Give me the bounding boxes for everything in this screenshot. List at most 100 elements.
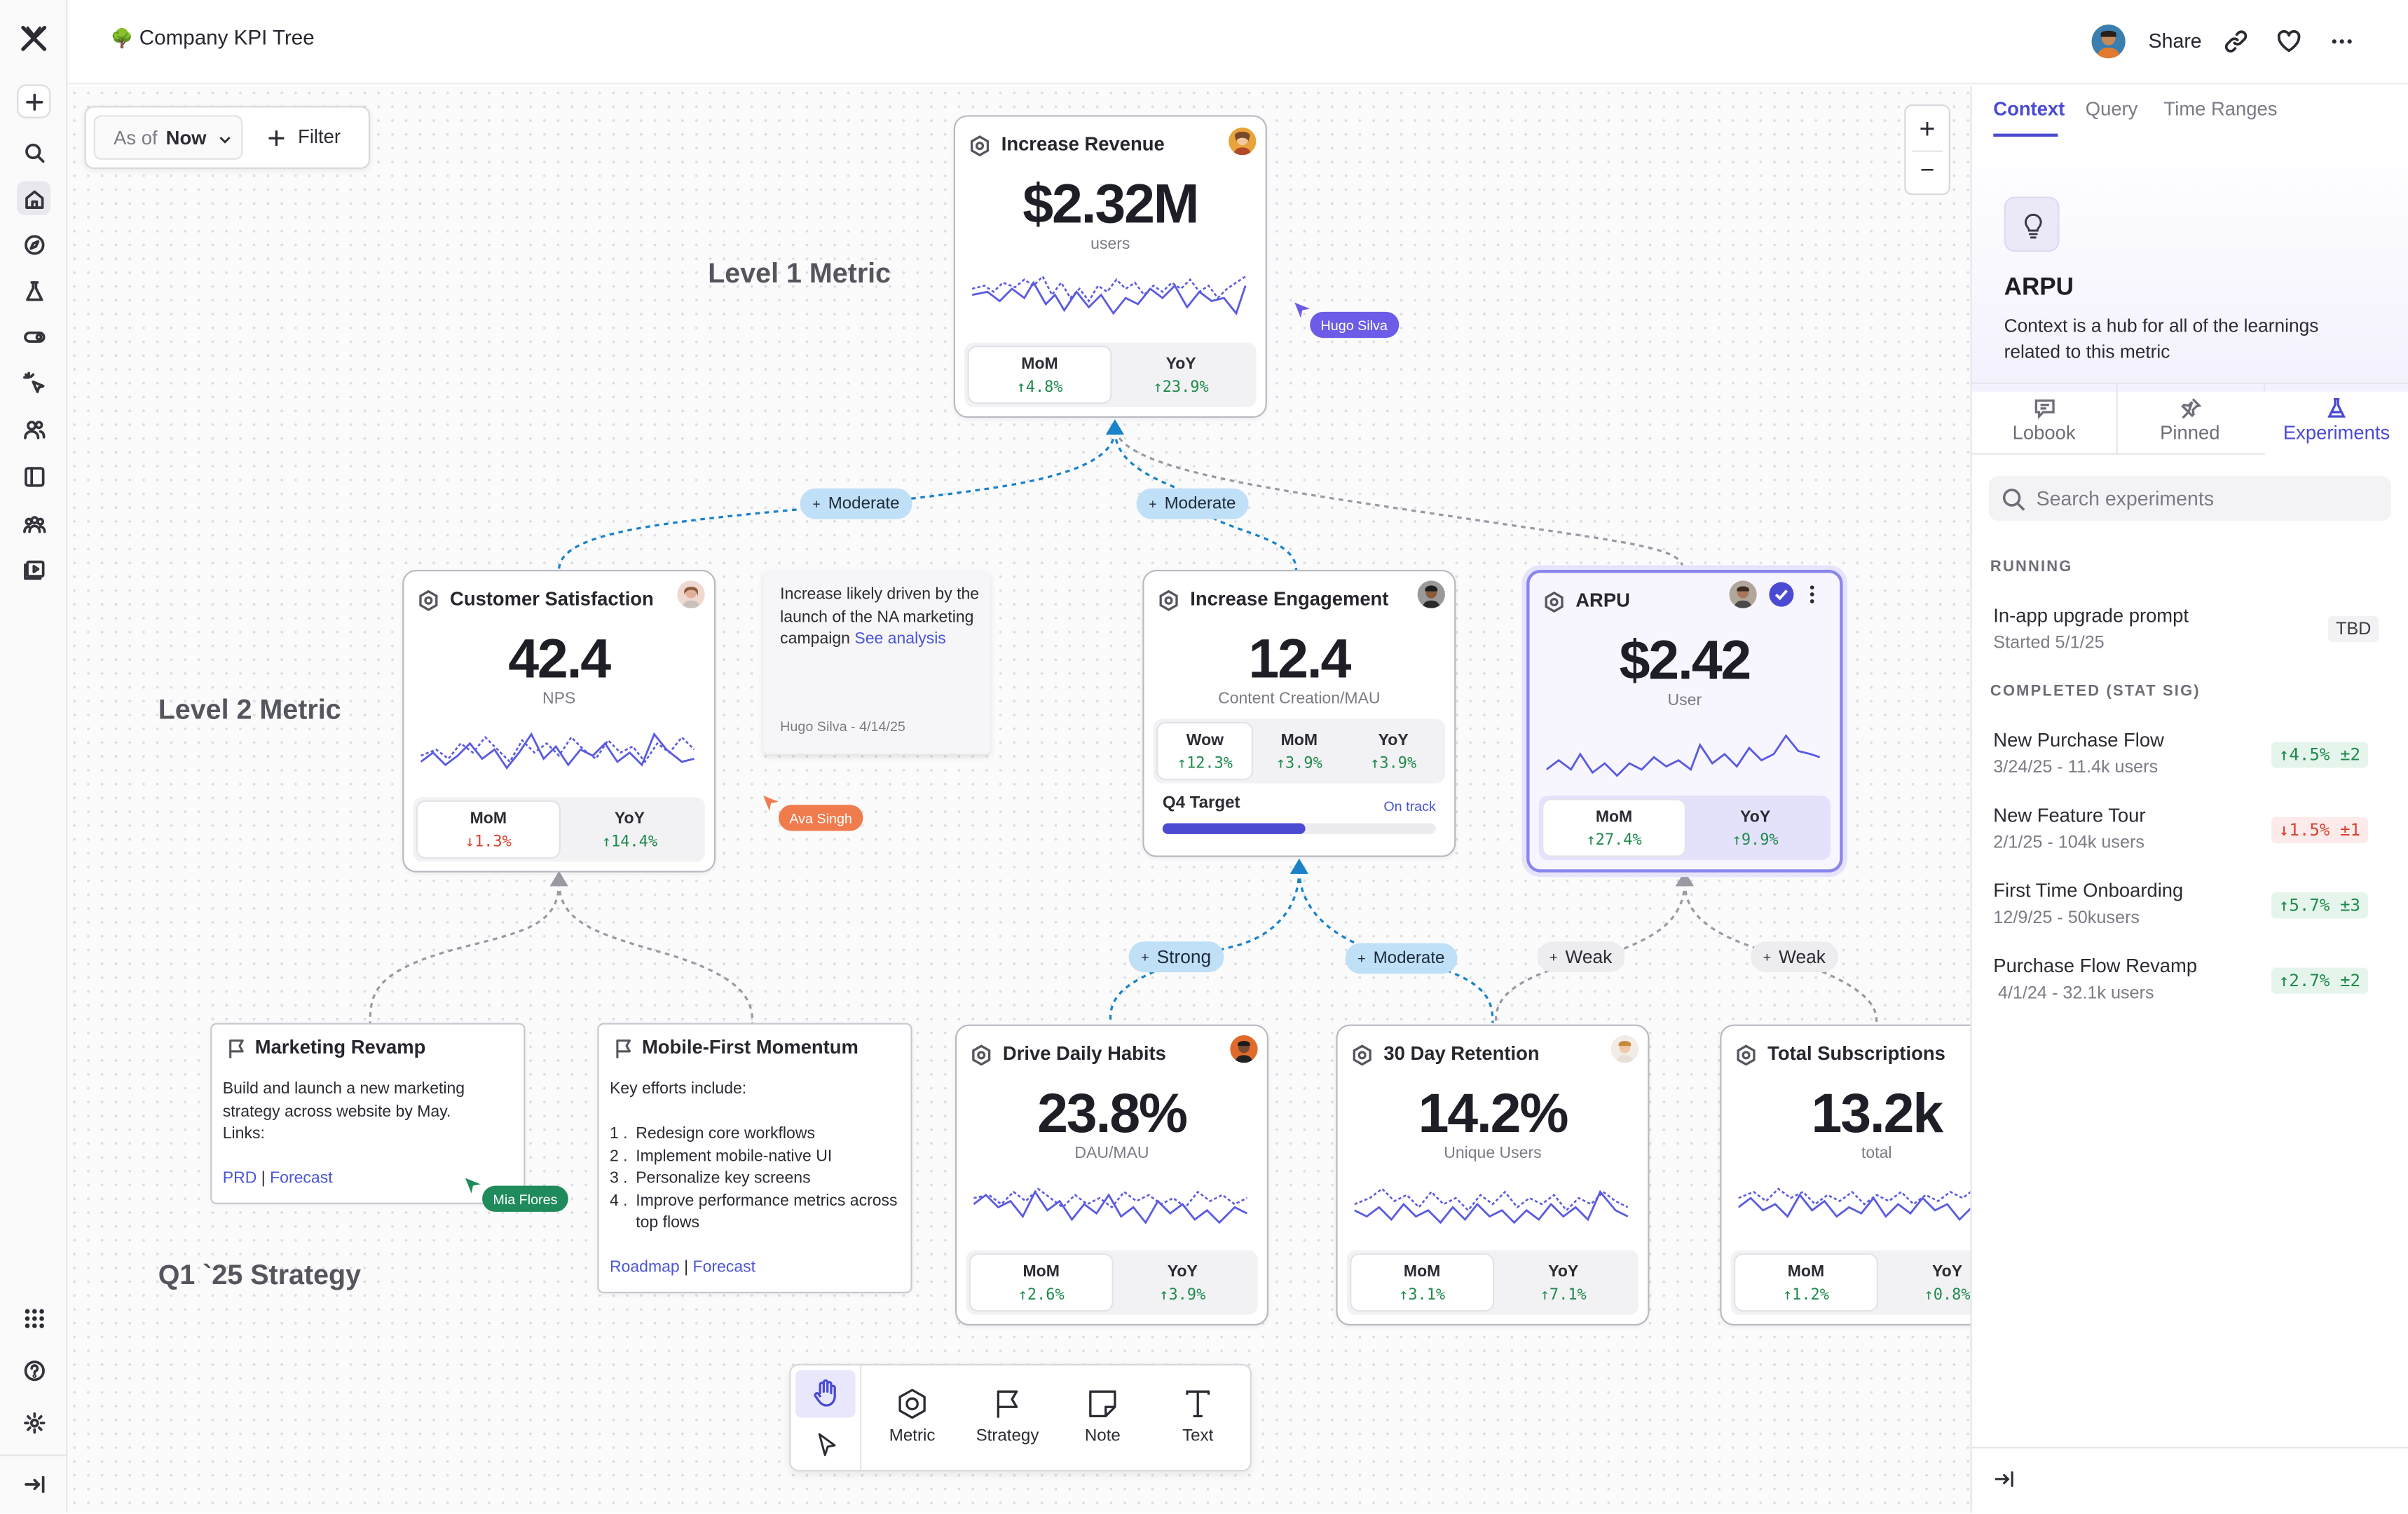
zoom-in-button[interactable]: + bbox=[1919, 114, 1936, 144]
mom-stat[interactable]: MoM ↓1.3% bbox=[418, 801, 559, 857]
owner-avatar[interactable] bbox=[677, 580, 705, 608]
strategy-card-marketing-revamp[interactable]: Marketing Revamp Build and launch a new … bbox=[210, 1023, 526, 1204]
settings-gear-icon[interactable] bbox=[17, 1405, 50, 1439]
collaborator-cursor-mia: Mia Flores bbox=[482, 1185, 568, 1212]
share-button[interactable]: Share bbox=[2148, 29, 2202, 53]
yoy-stat[interactable]: YoY ↑3.9% bbox=[1370, 731, 1417, 773]
board-icon[interactable] bbox=[17, 459, 50, 493]
sticky-note[interactable]: Increase likely driven by the launch of … bbox=[763, 569, 991, 754]
link-strength-moderate[interactable]: + Moderate bbox=[1136, 488, 1248, 519]
toggle-icon[interactable] bbox=[17, 320, 50, 353]
metric-card-drive-daily-habits[interactable]: Drive Daily Habits 23.8% DAU/MAU MoM ↑2.6… bbox=[955, 1024, 1269, 1326]
strategy-level-label: Q1 `25 Strategy bbox=[158, 1259, 362, 1290]
link-strength-moderate[interactable]: + Moderate bbox=[1345, 943, 1457, 974]
search-icon[interactable] bbox=[17, 135, 50, 169]
metric-card-30-day-retention[interactable]: 30 Day Retention 14.2% Unique Users MoM ↑… bbox=[1336, 1024, 1650, 1326]
sparkle-cursor-icon[interactable] bbox=[17, 366, 50, 400]
metric-card-customer-satisfaction[interactable]: Customer Satisfaction 42.4 NPS MoM ↓1.3% … bbox=[402, 569, 716, 873]
strategy-tool[interactable]: Strategy bbox=[968, 1387, 1048, 1445]
metric-card-total-subscriptions[interactable]: Total Subscriptions 13.2k total MoM ↑1.2%… bbox=[1720, 1024, 1971, 1326]
search-experiments-input[interactable]: Search experiments bbox=[1988, 476, 2391, 521]
flask-icon[interactable] bbox=[17, 273, 50, 307]
tab-time-ranges[interactable]: Time Ranges bbox=[2163, 98, 2278, 120]
mom-stat[interactable]: MoM ↑3.9% bbox=[1275, 731, 1322, 773]
page-title[interactable]: 🌳 Company KPI Tree bbox=[110, 26, 315, 50]
subtab-lobook[interactable]: Lobook bbox=[1972, 392, 2116, 453]
pointer-arrow-icon bbox=[818, 1433, 836, 1457]
period-comparison: MoM ↑2.6% YoY ↑3.9% bbox=[966, 1250, 1258, 1315]
mom-stat[interactable]: MoM ↑2.6% bbox=[970, 1255, 1112, 1311]
zoom-out-button[interactable]: − bbox=[1920, 158, 1935, 184]
card-menu-icon[interactable] bbox=[1809, 584, 1815, 613]
apps-grid-icon[interactable] bbox=[17, 1301, 50, 1335]
owner-avatar[interactable] bbox=[1729, 580, 1757, 608]
subtab-experiments[interactable]: Experiments bbox=[2263, 391, 2408, 453]
period-comparison: MoM ↓1.3% YoY ↑14.4% bbox=[413, 797, 705, 862]
see-analysis-link[interactable]: See analysis bbox=[854, 629, 946, 648]
metric-hexagon-icon bbox=[969, 135, 991, 157]
link-strength-moderate[interactable]: + Moderate bbox=[800, 488, 912, 519]
arrow-revenue bbox=[1105, 419, 1125, 435]
note-tool[interactable]: Note bbox=[1062, 1387, 1142, 1445]
copy-link-icon[interactable] bbox=[2224, 29, 2248, 62]
link-strength-strong[interactable]: + Strong bbox=[1128, 941, 1224, 973]
more-options-icon[interactable] bbox=[2330, 29, 2354, 62]
mom-stat[interactable]: MoM ↑27.4% bbox=[1543, 800, 1685, 856]
users-icon[interactable] bbox=[17, 411, 50, 445]
yoy-stat[interactable]: YoY ↑14.4% bbox=[601, 809, 658, 851]
list-item: 3 . Personalize key screens bbox=[609, 1168, 811, 1187]
connector-csat-revenue bbox=[557, 430, 1116, 571]
connector-habits-engagement bbox=[1109, 869, 1301, 1023]
hand-tool[interactable] bbox=[795, 1370, 856, 1418]
metric-card-arpu[interactable]: ARPU $2.42 User MoM ↑27.4% YoY ↑9.9% bbox=[1526, 569, 1843, 873]
cursor-pointer-icon bbox=[763, 796, 779, 812]
yoy-stat[interactable]: YoY ↑3.9% bbox=[1159, 1262, 1206, 1304]
home-icon[interactable] bbox=[17, 181, 51, 215]
owner-avatar[interactable] bbox=[1229, 127, 1257, 156]
current-user-avatar[interactable] bbox=[2091, 25, 2126, 59]
owner-avatar[interactable] bbox=[1417, 580, 1446, 608]
as-of-dropdown[interactable]: As of Now bbox=[93, 115, 243, 160]
metric-card-increase-revenue[interactable]: Increase Revenue $2.32M users MoM ↑4.8% Y… bbox=[953, 115, 1267, 418]
tab-context[interactable]: Context bbox=[1993, 98, 2065, 120]
compass-icon[interactable] bbox=[17, 227, 50, 261]
add-icon[interactable] bbox=[17, 84, 51, 118]
owner-avatar[interactable] bbox=[1230, 1035, 1258, 1063]
favorite-heart-icon[interactable] bbox=[2276, 29, 2302, 62]
yoy-stat[interactable]: YoY ↑9.9% bbox=[1732, 807, 1779, 850]
expand-rail-icon[interactable] bbox=[17, 1467, 50, 1501]
cursor-pointer-icon bbox=[465, 1178, 481, 1194]
text-tool[interactable]: Text bbox=[1158, 1387, 1238, 1445]
metric-card-increase-engagement[interactable]: Increase Engagement 12.4 Content Creatio… bbox=[1142, 569, 1456, 857]
team-icon[interactable] bbox=[17, 507, 50, 540]
yoy-stat[interactable]: YoY ↑7.1% bbox=[1540, 1262, 1587, 1304]
roadmap-link[interactable]: Roadmap bbox=[609, 1257, 680, 1276]
metric-tool[interactable]: Metric bbox=[873, 1387, 952, 1445]
zoom-control: + − bbox=[1904, 104, 1950, 196]
video-library-icon[interactable] bbox=[17, 552, 50, 585]
owner-avatar[interactable] bbox=[1610, 1035, 1639, 1063]
select-tool[interactable] bbox=[795, 1421, 855, 1468]
mom-stat[interactable]: MoM ↑3.1% bbox=[1351, 1255, 1493, 1311]
yoy-stat[interactable]: YoY ↑23.9% bbox=[1153, 355, 1209, 397]
strategy-card-mobile-first-momentum[interactable]: Mobile-First Momentum Key efforts includ… bbox=[597, 1023, 912, 1294]
mom-stat[interactable]: MoM ↑1.2% bbox=[1735, 1255, 1877, 1311]
forecast-link[interactable]: Forecast bbox=[270, 1168, 333, 1187]
collapse-panel-icon[interactable] bbox=[1993, 1468, 2015, 1498]
mom-stat[interactable]: MoM ↑4.8% bbox=[969, 347, 1111, 403]
wow-stat[interactable]: Wow ↑12.3% bbox=[1158, 723, 1252, 779]
filter-button[interactable]: Filter bbox=[258, 115, 360, 160]
link-strength-weak[interactable]: + Weak bbox=[1751, 941, 1838, 973]
forecast-link[interactable]: Forecast bbox=[692, 1257, 756, 1276]
kpi-tree-canvas[interactable]: As of Now Filter + − Level 1 Metric Leve… bbox=[67, 86, 1971, 1513]
result-badge: ↑4.5% ±2 bbox=[2271, 742, 2368, 768]
link-strength-weak[interactable]: + Weak bbox=[1537, 941, 1624, 973]
app-logo-icon[interactable] bbox=[17, 22, 50, 55]
help-icon[interactable] bbox=[17, 1353, 50, 1387]
yoy-stat[interactable]: YoY ↑0.8% bbox=[1924, 1262, 1971, 1304]
subtab-pinned[interactable]: Pinned bbox=[2118, 392, 2262, 453]
prd-link[interactable]: PRD bbox=[222, 1168, 257, 1187]
canvas-toolbar: Metric Strategy Note Text bbox=[789, 1363, 1252, 1472]
tab-query[interactable]: Query bbox=[2085, 98, 2138, 120]
context-panel: Context Query Time Ranges ARPU Context i… bbox=[1970, 86, 2408, 1513]
